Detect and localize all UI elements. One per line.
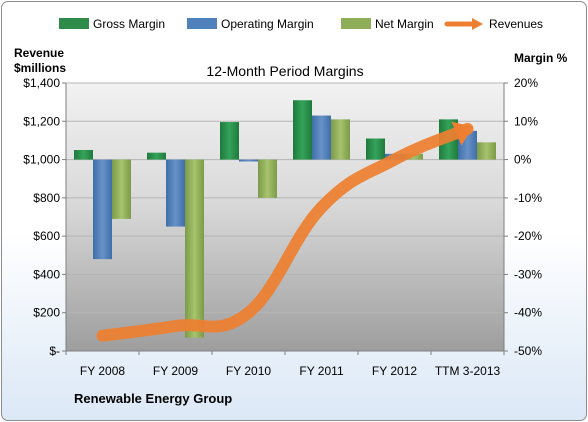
bar-operating-margin <box>312 115 331 160</box>
bar-gross-margin <box>220 122 239 160</box>
legend-swatch-gross-margin <box>59 18 89 29</box>
right-tick-label: -50% <box>514 344 542 358</box>
bar-operating-margin <box>93 159 112 260</box>
right-tick-label: -30% <box>514 267 542 281</box>
bar-gross-margin <box>366 138 385 160</box>
legend-swatch-net-margin <box>341 18 371 29</box>
gridlines <box>66 82 504 314</box>
right-tick-label: -20% <box>514 229 542 243</box>
right-tick-label: 0% <box>514 153 532 167</box>
legend: Gross Margin Operating Margin Net Margin… <box>59 17 543 31</box>
bar-net-margin <box>185 159 204 338</box>
x-tick-label: FY 2009 <box>153 364 198 378</box>
legend-label-revenues: Revenues <box>489 17 543 31</box>
bar-net-margin <box>331 119 350 160</box>
legend-swatch-operating-margin <box>187 18 217 29</box>
x-tick-label: FY 2008 <box>80 364 125 378</box>
x-tick-label: FY 2011 <box>299 364 344 378</box>
left-tick-label: $200 <box>33 306 60 320</box>
left-axis-title-line1: Revenue <box>14 46 64 60</box>
left-tick-label: $800 <box>33 191 60 205</box>
right-axis-title: Margin % <box>514 51 568 65</box>
right-tick-label: 20% <box>514 76 538 90</box>
bar-operating-margin <box>239 159 258 162</box>
bar-operating-margin <box>166 159 185 227</box>
revenue-line-layer <box>96 121 474 342</box>
right-tick-label: -10% <box>514 191 542 205</box>
legend-label-operating-margin: Operating Margin <box>221 17 314 31</box>
bar-net-margin <box>477 142 496 160</box>
company-label: Renewable Energy Group <box>74 391 232 406</box>
x-tick-label: FY 2012 <box>372 364 417 378</box>
bar-net-margin <box>258 159 277 198</box>
left-tick-label: $1,400 <box>23 76 60 90</box>
bar-net-margin <box>112 159 131 219</box>
legend-arrow-revenues <box>472 18 483 30</box>
x-tick-label: FY 2010 <box>226 364 271 378</box>
left-tick-label: $600 <box>33 229 60 243</box>
legend-label-net-margin: Net Margin <box>375 17 434 31</box>
right-tick-label: 10% <box>514 114 538 128</box>
x-tick-label: TTM 3-2013 <box>435 364 501 378</box>
right-axis: -50% -40% -30% -20% -10% 0% 10% 20% <box>503 76 542 358</box>
left-tick-label: $1,200 <box>23 114 60 128</box>
bar-gross-margin <box>147 152 166 160</box>
plot-area <box>65 82 505 352</box>
revenue-arrowhead <box>451 121 474 146</box>
chart-title: 12-Month Period Margins <box>206 63 363 79</box>
bar-gross-margin <box>74 150 93 160</box>
right-tick-label: -40% <box>514 306 542 320</box>
bar-gross-margin <box>293 100 312 160</box>
left-axis: $- $200 $400 $600 $800 $1,000 $1,200 $1,400 <box>23 76 67 358</box>
left-tick-label: $400 <box>33 267 60 281</box>
legend-label-gross-margin: Gross Margin <box>93 17 165 31</box>
left-tick-label: $- <box>49 344 60 358</box>
left-tick-label: $1,000 <box>23 153 60 167</box>
left-axis-title-line2: $millions <box>14 61 66 75</box>
revenue-line <box>96 122 474 342</box>
x-axis: FY 2008 FY 2009 FY 2010 FY 2011 FY 2012 TTM 3… <box>65 350 505 378</box>
